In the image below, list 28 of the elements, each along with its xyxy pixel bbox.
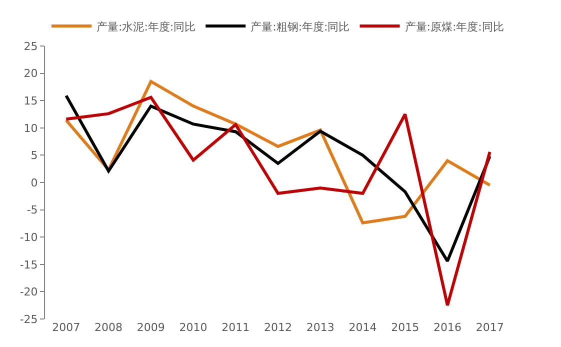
x-tick-label: 2011 bbox=[222, 321, 250, 334]
x-tick-label: 2016 bbox=[433, 321, 462, 334]
x-tick-label: 2014 bbox=[348, 321, 377, 334]
x-tick-label: 2010 bbox=[179, 321, 208, 334]
y-tick-label: 15 bbox=[24, 94, 38, 108]
y-tick-label: 25 bbox=[24, 40, 38, 53]
y-tick-label: 0 bbox=[30, 176, 38, 190]
y-tick-label: -15 bbox=[20, 258, 38, 272]
x-tick-label: 2015 bbox=[391, 321, 420, 334]
y-tick-label: 20 bbox=[24, 67, 38, 80]
legend-label: 产量:粗钢:年度:同比 bbox=[250, 20, 350, 34]
y-tick-label: 5 bbox=[30, 149, 38, 162]
x-tick-label: 2013 bbox=[306, 321, 334, 334]
y-tick-label: -5 bbox=[26, 204, 38, 217]
line-series bbox=[64, 96, 492, 307]
x-tick-label: 2008 bbox=[94, 321, 123, 334]
line-series bbox=[64, 94, 492, 263]
y-tick-label: -25 bbox=[20, 312, 38, 326]
legend-label: 产量:原煤:年度:同比 bbox=[404, 20, 504, 34]
x-tick-label: 2017 bbox=[476, 321, 504, 334]
x-tick-label: 2007 bbox=[52, 321, 80, 334]
legend-label: 产量:水泥:年度:同比 bbox=[96, 20, 196, 34]
x-tick-label: 2009 bbox=[136, 321, 165, 334]
y-tick-label: 10 bbox=[24, 122, 38, 135]
y-tick-label: -20 bbox=[20, 286, 38, 299]
x-tick-label: 2012 bbox=[264, 321, 292, 334]
y-tick-label: -10 bbox=[20, 230, 38, 244]
line-series bbox=[64, 80, 492, 224]
